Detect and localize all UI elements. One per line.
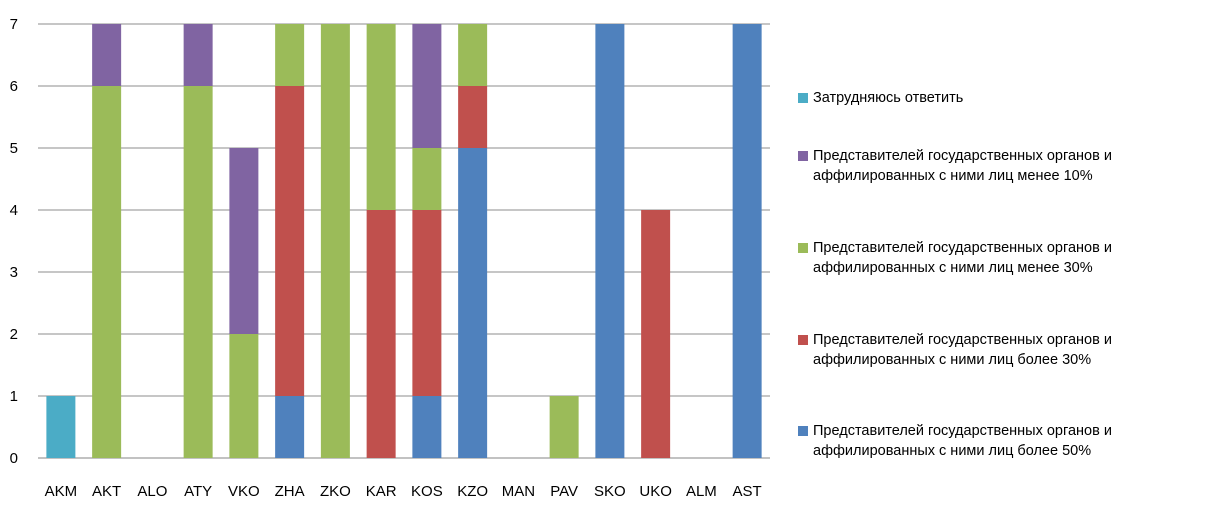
y-tick-label-5: 5 — [10, 140, 18, 157]
bar-kos-series-1 — [412, 210, 442, 396]
x-tick-label-aty: ATY — [184, 483, 212, 500]
x-tick-label-kar: KAR — [366, 483, 397, 500]
legend-label-1: Представителей государственных органов и… — [813, 332, 1112, 368]
bar-zko-series-2 — [320, 24, 350, 458]
legend-swatch-1 — [798, 335, 808, 345]
x-tick-label-sko: SKO — [594, 483, 626, 500]
legend-swatch-2 — [798, 243, 808, 253]
legend-swatch-0 — [798, 426, 808, 436]
x-tick-label-akm: AKM — [45, 483, 78, 500]
bar-zha-series-0 — [275, 396, 305, 458]
legend-item-1: Представителей государственных органов и… — [798, 330, 1216, 370]
bar-vko-series-2 — [229, 334, 259, 458]
legend-swatch-3 — [798, 151, 808, 161]
bar-kos-series-0 — [412, 396, 442, 458]
bar-aty-series-2 — [183, 86, 213, 458]
legend-item-2: Представителей государственных органов и… — [798, 238, 1216, 278]
bar-kzo-series-0 — [458, 148, 488, 458]
x-tick-label-kos: KOS — [411, 483, 443, 500]
legend-label-4: Затрудняюсь ответить — [813, 90, 964, 106]
bar-akt-series-3 — [92, 24, 122, 86]
y-tick-label-4: 4 — [10, 202, 18, 219]
plot-area: 0 1 2 3 4 5 6 7 AKM AKT ALO ATY VKO ZHA ZKO KAR KOS KZO MA… — [10, 16, 770, 500]
bar-uko-series-1 — [641, 210, 671, 458]
bar-kzo-series-2 — [458, 24, 488, 86]
bar-kos-series-3 — [412, 24, 442, 148]
y-tick-label-6: 6 — [10, 78, 18, 95]
y-tick-label-7: 7 — [10, 16, 18, 33]
bar-akt-series-2 — [92, 86, 122, 458]
y-tick-label-1: 1 — [10, 388, 18, 405]
bar-ast-series-0 — [732, 24, 762, 458]
bar-aty-series-3 — [183, 24, 213, 86]
x-tick-label-alo: ALO — [137, 483, 167, 500]
x-tick-label-kzo: KZO — [457, 483, 488, 500]
x-tick-label-man: MAN — [502, 483, 535, 500]
bar-zha-series-1 — [275, 86, 305, 396]
bar-kar-series-1 — [366, 210, 396, 458]
bar-zha-series-2 — [275, 24, 305, 86]
x-tick-label-alm: ALM — [686, 483, 717, 500]
legend-label-2: Представителей государственных органов и… — [813, 240, 1112, 276]
legend-swatch-4 — [798, 93, 808, 103]
legend-item-4: Затрудняюсь ответить — [798, 88, 1216, 108]
bar-kar-series-2 — [366, 24, 396, 210]
legend-label-3: Представителей государственных органов и… — [813, 148, 1112, 184]
bar-kos-series-2 — [412, 148, 442, 210]
y-tick-label-3: 3 — [10, 264, 18, 281]
bar-kzo-series-1 — [458, 86, 488, 148]
legend: Затрудняюсь ответить Представителей госуд… — [798, 0, 1216, 503]
bar-vko-series-3 — [229, 148, 259, 334]
bar-sko-series-0 — [595, 24, 625, 458]
x-tick-label-vko: VKO — [228, 483, 260, 500]
legend-label-0: Представителей государственных органов и… — [813, 423, 1112, 459]
x-tick-label-ast: AST — [733, 483, 762, 500]
x-tick-label-uko: UKO — [639, 483, 672, 500]
x-tick-label-zha: ZHA — [275, 483, 305, 500]
x-tick-label-akt: AKT — [92, 483, 121, 500]
legend-item-3: Представителей государственных органов и… — [798, 146, 1216, 186]
legend-item-0: Представителей государственных органов и… — [798, 421, 1216, 461]
y-tick-label-2: 2 — [10, 326, 18, 343]
x-tick-label-pav: PAV — [550, 483, 578, 500]
x-tick-label-zko: ZKO — [320, 483, 351, 500]
bar-akm-series-4 — [46, 396, 76, 458]
y-tick-label-0: 0 — [10, 450, 18, 467]
bar-pav-series-2 — [549, 396, 579, 458]
